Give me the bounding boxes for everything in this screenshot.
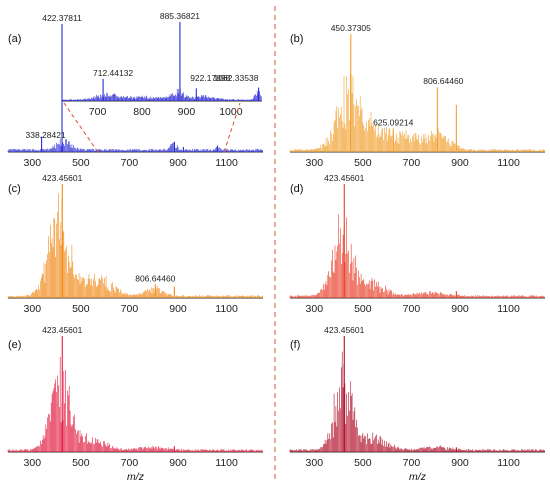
x-tick-e-0: 300 bbox=[24, 457, 42, 469]
panel-a: (a)300 500 700 900 1100422.37811338.28421700… bbox=[7, 11, 264, 169]
spectrum-trace-d bbox=[289, 214, 546, 298]
panel-label-b: (b) bbox=[290, 33, 303, 45]
x-tick-e-4: 1100 bbox=[215, 457, 238, 469]
inset-x-tick-3: 1000 bbox=[219, 106, 243, 118]
peak-annotation-e-0: 423.45601 bbox=[42, 325, 82, 335]
peak-annotation-c-0: 423.45601 bbox=[42, 173, 82, 183]
x-tick-f-4: 1100 bbox=[497, 457, 520, 469]
inset-annotation-0: 885.36821 bbox=[160, 11, 200, 21]
panel-b: (b) 300 500 700 900 1100 450.37305 806.64460 625… bbox=[289, 23, 546, 169]
spectrum-trace-f bbox=[289, 351, 546, 452]
x-tick-d-2: 700 bbox=[403, 303, 421, 315]
x-tick-e-1: 500 bbox=[72, 457, 90, 469]
peak-annotation-c-1: 806.64460 bbox=[135, 273, 175, 283]
panel-label-d: (d) bbox=[290, 183, 303, 195]
x-tick-f-2: 700 bbox=[403, 457, 421, 469]
x-tick-e-3: 900 bbox=[169, 457, 187, 469]
inset-annotation-2: 922.17898 bbox=[190, 73, 230, 83]
x-tick-a-3: 900 bbox=[169, 157, 187, 169]
x-tick-c-2: 700 bbox=[121, 303, 139, 315]
spectrum-trace-a-inset bbox=[61, 88, 262, 101]
peak-annotation-f-0: 423.45601 bbox=[324, 325, 364, 335]
zoom-guide-right bbox=[223, 102, 241, 153]
x-tick-c-1: 500 bbox=[72, 303, 90, 315]
x-tick-e-2: 700 bbox=[121, 457, 139, 469]
zoom-guide-left bbox=[63, 102, 99, 153]
x-tick-d-1: 500 bbox=[354, 303, 372, 315]
panel-label-f: (f) bbox=[290, 339, 300, 351]
inset-x-tick-0: 700 bbox=[89, 106, 107, 118]
x-tick-a-0: 300 bbox=[24, 157, 42, 169]
x-tick-d-4: 1100 bbox=[497, 303, 520, 315]
inset-x-tick-1: 800 bbox=[133, 106, 151, 118]
peak-annotation-a-0: 422.37811 bbox=[42, 13, 82, 23]
x-tick-d-0: 300 bbox=[306, 303, 324, 315]
x-tick-c-3: 900 bbox=[169, 303, 187, 315]
panel-e: (e) 300 500 700 900 1100 m/z 423.45601 bbox=[7, 325, 264, 483]
x-tick-c-4: 1100 bbox=[215, 303, 238, 315]
x-tick-b-1: 500 bbox=[354, 157, 372, 169]
x-tick-f-3: 900 bbox=[451, 457, 469, 469]
inset-x-tick-2: 900 bbox=[178, 106, 196, 118]
x-axis-label-e: m/z bbox=[127, 471, 145, 483]
peak-annotation-b-1: 806.64460 bbox=[423, 76, 463, 86]
peak-annotation-a-1: 338.28421 bbox=[25, 130, 65, 140]
spectrum-trace-b bbox=[289, 73, 546, 152]
x-tick-a-1: 500 bbox=[72, 157, 90, 169]
x-tick-f-1: 500 bbox=[354, 457, 372, 469]
inset-zoom-a: 700 800 900 1000 885.36821 712.44132 922.17898… bbox=[61, 11, 262, 153]
x-tick-c-0: 300 bbox=[24, 303, 42, 315]
x-tick-b-4: 1100 bbox=[497, 157, 520, 169]
spectrum-trace-a bbox=[7, 138, 264, 152]
x-tick-b-3: 900 bbox=[451, 157, 469, 169]
x-tick-b-0: 300 bbox=[306, 157, 324, 169]
peak-annotation-b-0: 450.37305 bbox=[331, 23, 371, 33]
panel-c: (c) 300 500 700 900 1100 423.45601 806.64460 bbox=[7, 173, 264, 315]
panel-label-e: (e) bbox=[8, 339, 21, 351]
spectrum-trace-e bbox=[7, 357, 264, 452]
peak-annotation-d-0: 423.45601 bbox=[324, 173, 364, 183]
x-axis-label-f: m/z bbox=[409, 471, 427, 483]
inset-annotation-1: 712.44132 bbox=[93, 68, 133, 78]
x-tick-f-0: 300 bbox=[306, 457, 324, 469]
peak-annotation-b-2: 625.09214 bbox=[373, 117, 413, 127]
x-tick-a-2: 700 bbox=[121, 157, 139, 169]
x-tick-b-2: 700 bbox=[403, 157, 421, 169]
panel-f: (f) 300 500 700 900 1100 m/z 423.45601 bbox=[289, 325, 546, 483]
inset-annotation-3: 1062.33538 bbox=[214, 73, 259, 83]
panel-d: (d) 300 500 700 900 1100 423.45601 bbox=[289, 173, 546, 315]
x-tick-a-4: 1100 bbox=[215, 157, 238, 169]
x-tick-d-3: 900 bbox=[451, 303, 469, 315]
panel-label-c: (c) bbox=[8, 183, 21, 195]
panel-label-a: (a) bbox=[8, 33, 21, 45]
